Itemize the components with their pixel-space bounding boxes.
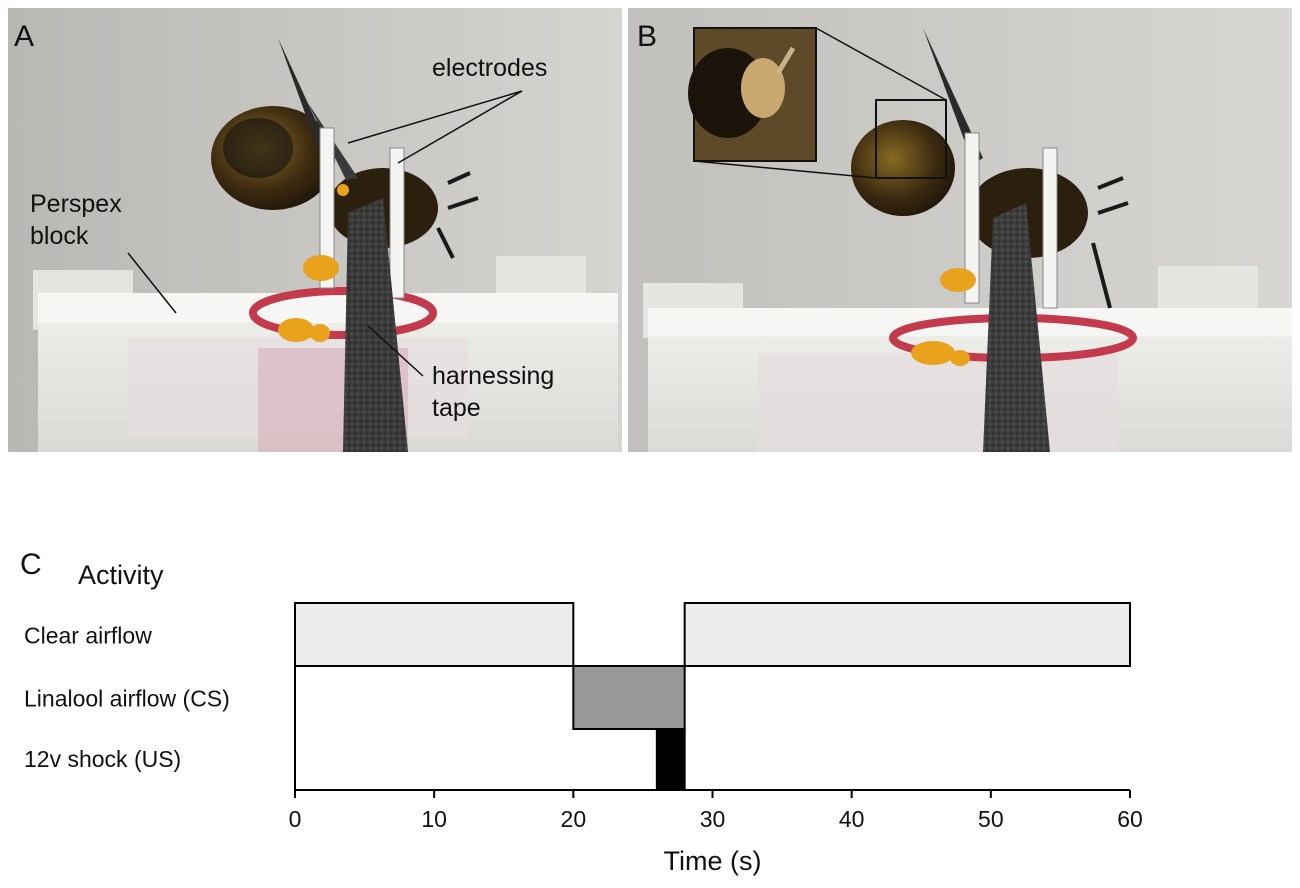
chart-title: Activity <box>78 560 164 590</box>
photo-panel-a <box>8 8 622 452</box>
panel-c-label: C <box>20 548 42 581</box>
panel-a-label: A <box>14 20 35 53</box>
timeline-bars <box>294 602 1132 791</box>
electrodes-annotation: electrodes <box>432 54 548 82</box>
perspex-block-annotation-line2: block <box>30 222 89 250</box>
harnessing-tape-annotation-line1: harnessing <box>432 362 555 390</box>
x-axis: 0 10 20 30 40 50 60 <box>289 603 1143 832</box>
x-tick-label: 30 <box>700 806 726 832</box>
perspex-block-annotation-line1: Perspex <box>30 190 122 218</box>
timeline-bar <box>572 665 686 730</box>
x-tick-label: 20 <box>561 806 587 832</box>
harnessing-tape-annotation-line2: tape <box>432 394 481 422</box>
x-tick-label: 40 <box>839 806 865 832</box>
stimulus-timeline-chart: Activity Clear airflow Linalool airflow (… <box>24 560 1143 876</box>
x-tick-label: 60 <box>1117 806 1143 832</box>
harnessed-bee-photo-a <box>8 8 622 452</box>
row-label: 12v shock (US) <box>24 746 181 772</box>
harnessed-bee-photo-b <box>628 8 1292 452</box>
timeline-bar <box>683 602 1132 667</box>
panel-b-label: B <box>637 20 658 53</box>
x-axis-label: Time (s) <box>664 846 762 876</box>
row-label: Clear airflow <box>24 623 152 649</box>
x-tick-label: 10 <box>421 806 447 832</box>
photo-panel-b <box>628 8 1292 452</box>
row-labels: Clear airflow Linalool airflow (CS) 12v sh… <box>24 623 230 773</box>
timeline-bar <box>655 728 686 791</box>
timeline-bar <box>294 602 575 667</box>
row-label: Linalool airflow (CS) <box>24 686 230 712</box>
x-tick-label: 0 <box>289 806 302 832</box>
x-tick-label: 50 <box>978 806 1004 832</box>
